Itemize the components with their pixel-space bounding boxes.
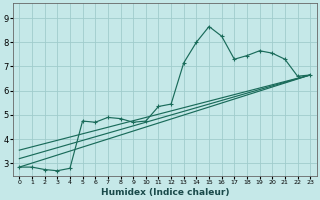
X-axis label: Humidex (Indice chaleur): Humidex (Indice chaleur)	[100, 188, 229, 197]
